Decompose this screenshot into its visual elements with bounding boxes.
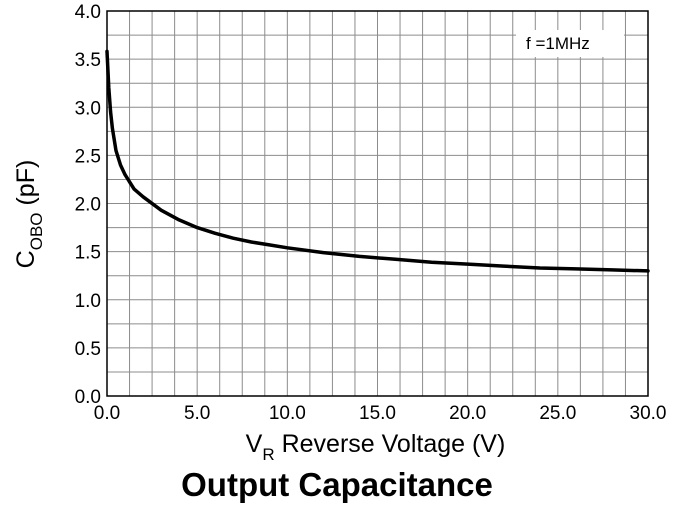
- curve-layer: [105, 49, 650, 273]
- y-tick-label: 0.5: [75, 339, 101, 360]
- y-axis-title-rest: (pF): [12, 160, 40, 213]
- x-tick-label: 25.0: [539, 403, 576, 424]
- capacitance-curve: [105, 49, 650, 273]
- y-tick-label: 2.5: [75, 146, 101, 167]
- y-tick-label: 4.0: [75, 2, 101, 23]
- x-tick-label: 15.0: [359, 403, 396, 424]
- x-tick-label: 10.0: [269, 403, 306, 424]
- x-tick-label: 30.0: [630, 403, 667, 424]
- y-axis-title-main: C: [12, 250, 40, 268]
- grid: [106, 10, 649, 397]
- x-axis-title-main: V: [246, 430, 263, 458]
- y-tick-label: 0.0: [75, 387, 101, 408]
- x-tick-label: 5.0: [184, 403, 210, 424]
- y-axis-title: COBO (pF): [12, 160, 46, 269]
- chart-title: Output Capacitance: [181, 466, 493, 503]
- plot-frame: [106, 10, 649, 397]
- y-tick-label: 3.0: [75, 98, 101, 119]
- x-axis-title: VR Reverse Voltage (V): [246, 430, 506, 464]
- x-axis-title-subscript: R: [262, 445, 274, 464]
- y-tick-label: 1.5: [75, 243, 101, 264]
- annotation-frequency: f =1MHz: [526, 34, 590, 53]
- y-tick-label: 2.0: [75, 195, 101, 216]
- tick-labels: 0.0 0.5 1.0 1.5 2.0 2.5 3.0 3.5 4.0 0.0 5.0 10.0 15.…: [75, 2, 667, 424]
- annotation-background: [516, 30, 624, 57]
- x-tick-label: 0.0: [94, 403, 120, 424]
- annotation-box: f =1MHz: [516, 30, 624, 57]
- x-tick-label: 20.0: [449, 403, 486, 424]
- y-axis-title-subscript: OBO: [27, 212, 46, 250]
- y-tick-label: 1.0: [75, 291, 101, 312]
- y-tick-label: 3.5: [75, 50, 101, 71]
- x-axis-title-rest: Reverse Voltage (V): [275, 430, 506, 458]
